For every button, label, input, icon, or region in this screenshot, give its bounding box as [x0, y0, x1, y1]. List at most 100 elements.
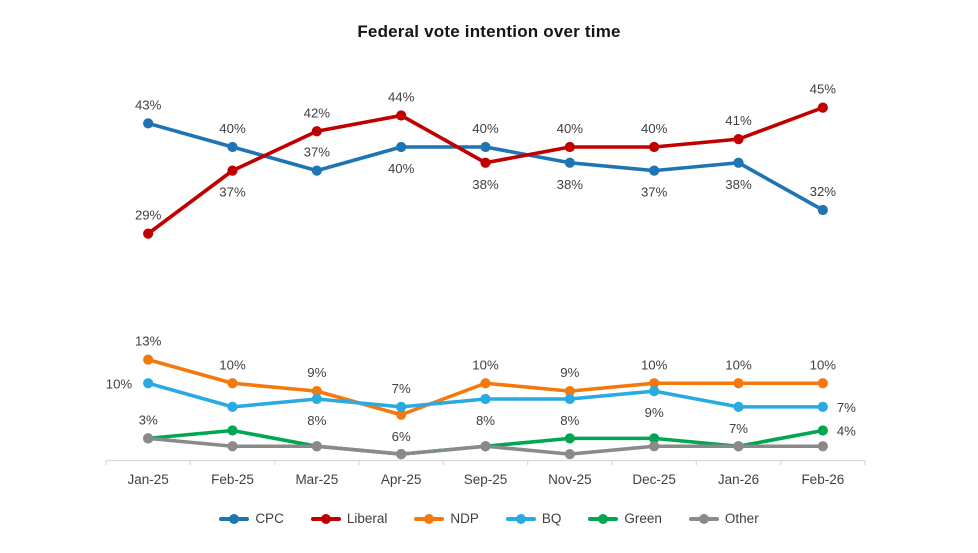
legend-item-other: Other	[688, 511, 759, 526]
data-point-bq	[311, 393, 322, 405]
data-label-liberal: 42%	[304, 105, 331, 120]
legend-item-cpc: CPC	[219, 511, 284, 526]
data-point-ndp	[396, 409, 407, 420]
data-label-ndp: 6%	[392, 429, 411, 444]
data-label-bq: 8%	[560, 413, 579, 428]
data-point-other	[227, 441, 238, 452]
data-point-bq	[733, 401, 744, 412]
legend-item-label: BQ	[541, 511, 562, 526]
data-point-liberal	[396, 110, 407, 121]
legend-item-label: Green	[624, 511, 662, 526]
chart-legend: CPC Liberal NDP BQ Green Other	[0, 511, 978, 526]
data-label-ndp: 10%	[219, 357, 246, 372]
data-label-cpc: 38%	[557, 177, 584, 192]
data-label-ndp: 10%	[641, 357, 668, 372]
legend-item-green: Green	[588, 511, 662, 526]
data-point-other	[564, 449, 575, 460]
data-point-liberal	[227, 165, 238, 176]
legend-line-marker-icon	[414, 513, 445, 524]
data-point-bq	[396, 401, 407, 412]
legend-line-marker-icon	[505, 513, 536, 524]
data-label-ndp: 10%	[472, 357, 499, 372]
legend-line-marker-icon	[310, 513, 341, 524]
x-axis-label: Apr-25	[381, 472, 422, 487]
data-point-green	[564, 433, 575, 444]
data-label-cpc: 40%	[219, 121, 246, 136]
x-axis-label: Mar-25	[295, 472, 338, 487]
data-point-ndp	[817, 378, 828, 389]
data-point-cpc	[564, 157, 575, 168]
data-point-liberal	[817, 102, 828, 113]
chart-title: Federal vote intention over time	[357, 22, 621, 41]
data-label-bq: 8%	[307, 413, 326, 428]
data-label-bq: 10%	[106, 376, 133, 391]
data-point-liberal	[311, 126, 322, 137]
x-axis-label: Feb-25	[211, 472, 254, 487]
data-label-cpc: 38%	[725, 177, 752, 192]
data-point-cpc	[396, 141, 407, 153]
data-point-liberal	[143, 228, 154, 239]
x-axis-label: Feb-26	[801, 472, 844, 487]
data-point-liberal	[480, 157, 491, 168]
data-label-ndp: 10%	[810, 357, 837, 372]
data-label-liberal: 37%	[219, 185, 246, 200]
legend-item-label: CPC	[255, 511, 284, 526]
data-point-bq	[649, 386, 660, 397]
legend-line-marker-icon	[219, 513, 250, 524]
legend-line-marker-icon	[588, 513, 619, 524]
data-point-ndp	[733, 378, 744, 389]
data-point-bq	[564, 393, 575, 405]
data-point-other	[480, 441, 491, 452]
data-label-liberal: 45%	[810, 82, 837, 97]
data-label-ndp: 13%	[135, 334, 162, 349]
data-point-ndp	[143, 354, 154, 365]
data-point-cpc	[649, 165, 660, 176]
data-label-bq: 7%	[837, 400, 856, 415]
data-label-ndp: 10%	[725, 357, 752, 372]
data-point-cpc	[480, 141, 491, 153]
legend-item-ndp: NDP	[414, 511, 479, 526]
x-axis-label: Sep-25	[464, 472, 508, 487]
data-label-liberal: 40%	[557, 121, 584, 136]
data-point-other	[649, 441, 660, 452]
data-point-cpc	[143, 118, 154, 129]
data-point-green	[817, 425, 828, 436]
data-label-cpc: 40%	[388, 161, 415, 176]
data-point-other	[311, 441, 322, 452]
data-point-cpc	[733, 157, 744, 168]
legend-item-label: Other	[724, 511, 759, 526]
data-point-bq	[480, 393, 491, 405]
data-label-cpc: 43%	[135, 97, 162, 112]
data-point-other	[733, 441, 744, 452]
data-label-ndp: 9%	[307, 365, 326, 380]
data-label-green: 4%	[837, 424, 856, 439]
x-axis-label: Jan-26	[718, 472, 759, 487]
data-point-liberal	[564, 141, 575, 153]
legend-line-marker-icon	[688, 513, 719, 524]
data-label-liberal: 44%	[388, 90, 415, 105]
data-label-liberal: 40%	[641, 121, 668, 136]
data-label-bq: 9%	[645, 405, 664, 420]
data-point-green	[649, 433, 660, 444]
data-point-other	[396, 449, 407, 460]
legend-item-label: NDP	[450, 511, 479, 526]
data-label-liberal: 38%	[472, 177, 499, 192]
legend-item-label: Liberal	[346, 511, 388, 526]
x-axis-label: Jan-25	[128, 472, 169, 487]
data-label-bq: 8%	[476, 413, 495, 428]
data-label-green: 3%	[139, 412, 158, 427]
data-label-cpc: 37%	[304, 145, 331, 160]
data-point-ndp	[649, 378, 660, 389]
data-label-liberal: 41%	[725, 113, 752, 128]
data-point-liberal	[733, 134, 744, 145]
data-point-ndp	[311, 386, 322, 397]
data-label-cpc: 37%	[641, 185, 668, 200]
data-point-ndp	[480, 378, 491, 389]
data-label-ndp: 9%	[560, 365, 579, 380]
data-label-bq: 7%	[729, 421, 748, 436]
data-point-ndp	[564, 386, 575, 397]
legend-item-bq: BQ	[505, 511, 562, 526]
data-label-liberal: 29%	[135, 208, 162, 223]
